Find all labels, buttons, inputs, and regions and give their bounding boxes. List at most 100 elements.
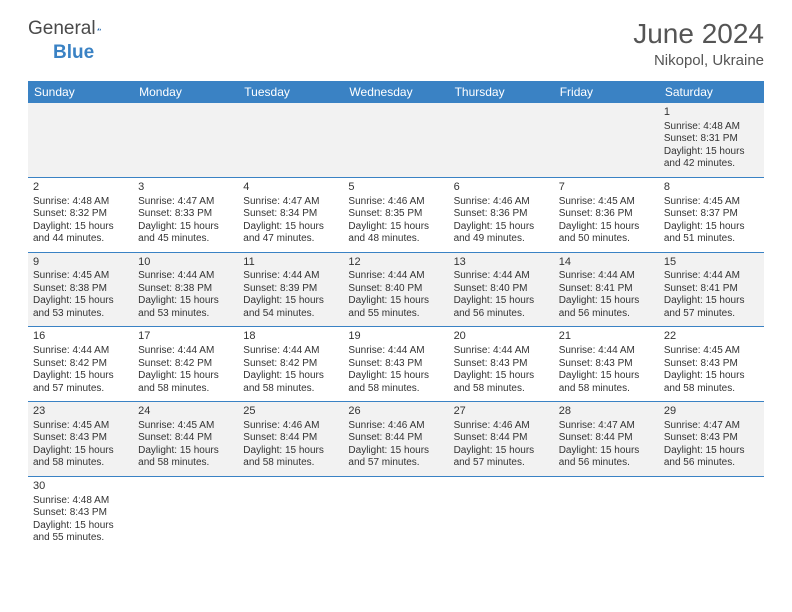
day-cell: 12Sunrise: 4:44 AMSunset: 8:40 PMDayligh…: [343, 252, 448, 327]
day-number: 6: [454, 181, 549, 195]
day-number: 13: [454, 256, 549, 270]
daylight-text: Daylight: 15 hours and 57 minutes.: [33, 370, 114, 394]
daylight-text: Daylight: 15 hours and 58 minutes.: [348, 370, 429, 394]
sunset-text: Sunset: 8:39 PM: [243, 283, 317, 294]
day-cell: [449, 476, 554, 550]
calendar-table: Sunday Monday Tuesday Wednesday Thursday…: [28, 81, 764, 551]
sunset-text: Sunset: 8:41 PM: [664, 283, 738, 294]
sunset-text: Sunset: 8:36 PM: [454, 208, 528, 219]
sunset-text: Sunset: 8:44 PM: [348, 432, 422, 443]
day-cell: 19Sunrise: 4:44 AMSunset: 8:43 PMDayligh…: [343, 327, 448, 402]
sunset-text: Sunset: 8:43 PM: [454, 358, 528, 369]
day-cell: 7Sunrise: 4:45 AMSunset: 8:36 PMDaylight…: [554, 177, 659, 252]
day-number: 20: [454, 330, 549, 344]
sunrise-text: Sunrise: 4:44 AM: [664, 270, 740, 281]
week-row: 16Sunrise: 4:44 AMSunset: 8:42 PMDayligh…: [28, 327, 764, 402]
day-cell: 1Sunrise: 4:48 AMSunset: 8:31 PMDaylight…: [659, 103, 764, 177]
col-fri: Friday: [554, 81, 659, 103]
week-row: 2Sunrise: 4:48 AMSunset: 8:32 PMDaylight…: [28, 177, 764, 252]
day-cell: 24Sunrise: 4:45 AMSunset: 8:44 PMDayligh…: [133, 402, 238, 477]
day-cell: [449, 103, 554, 177]
day-cell: 27Sunrise: 4:46 AMSunset: 8:44 PMDayligh…: [449, 402, 554, 477]
day-cell: 16Sunrise: 4:44 AMSunset: 8:42 PMDayligh…: [28, 327, 133, 402]
col-thu: Thursday: [449, 81, 554, 103]
sunset-text: Sunset: 8:35 PM: [348, 208, 422, 219]
sunset-text: Sunset: 8:38 PM: [33, 283, 107, 294]
daylight-text: Daylight: 15 hours and 57 minutes.: [454, 445, 535, 469]
daylight-text: Daylight: 15 hours and 53 minutes.: [33, 295, 114, 319]
day-number: 29: [664, 405, 759, 419]
daylight-text: Daylight: 15 hours and 55 minutes.: [33, 520, 114, 544]
day-cell: 11Sunrise: 4:44 AMSunset: 8:39 PMDayligh…: [238, 252, 343, 327]
day-number: 26: [348, 405, 443, 419]
day-cell: [133, 476, 238, 550]
sunrise-text: Sunrise: 4:44 AM: [33, 345, 109, 356]
week-row: 1Sunrise: 4:48 AMSunset: 8:31 PMDaylight…: [28, 103, 764, 177]
day-cell: 8Sunrise: 4:45 AMSunset: 8:37 PMDaylight…: [659, 177, 764, 252]
daylight-text: Daylight: 15 hours and 57 minutes.: [348, 445, 429, 469]
sunset-text: Sunset: 8:40 PM: [348, 283, 422, 294]
daylight-text: Daylight: 15 hours and 58 minutes.: [138, 445, 219, 469]
sunrise-text: Sunrise: 4:44 AM: [348, 270, 424, 281]
week-row: 23Sunrise: 4:45 AMSunset: 8:43 PMDayligh…: [28, 402, 764, 477]
daylight-text: Daylight: 15 hours and 58 minutes.: [138, 370, 219, 394]
day-number: 10: [138, 256, 233, 270]
daylight-text: Daylight: 15 hours and 58 minutes.: [243, 370, 324, 394]
sunset-text: Sunset: 8:36 PM: [559, 208, 633, 219]
sunrise-text: Sunrise: 4:44 AM: [348, 345, 424, 356]
daylight-text: Daylight: 15 hours and 50 minutes.: [559, 221, 640, 245]
sunrise-text: Sunrise: 4:48 AM: [33, 196, 109, 207]
sunset-text: Sunset: 8:31 PM: [664, 133, 738, 144]
sunrise-text: Sunrise: 4:46 AM: [348, 420, 424, 431]
day-cell: [343, 103, 448, 177]
day-cell: 10Sunrise: 4:44 AMSunset: 8:38 PMDayligh…: [133, 252, 238, 327]
logo-text-general: General: [28, 18, 96, 40]
day-cell: [238, 103, 343, 177]
sunrise-text: Sunrise: 4:46 AM: [454, 420, 530, 431]
sunset-text: Sunset: 8:44 PM: [243, 432, 317, 443]
day-number: 5: [348, 181, 443, 195]
day-number: 22: [664, 330, 759, 344]
sunset-text: Sunset: 8:43 PM: [664, 432, 738, 443]
day-number: 28: [559, 405, 654, 419]
week-row: 30Sunrise: 4:48 AMSunset: 8:43 PMDayligh…: [28, 476, 764, 550]
sunrise-text: Sunrise: 4:47 AM: [138, 196, 214, 207]
day-cell: 3Sunrise: 4:47 AMSunset: 8:33 PMDaylight…: [133, 177, 238, 252]
sunrise-text: Sunrise: 4:44 AM: [138, 345, 214, 356]
sunset-text: Sunset: 8:43 PM: [33, 432, 107, 443]
col-tue: Tuesday: [238, 81, 343, 103]
sunrise-text: Sunrise: 4:45 AM: [559, 196, 635, 207]
sunrise-text: Sunrise: 4:46 AM: [454, 196, 530, 207]
daylight-text: Daylight: 15 hours and 45 minutes.: [138, 221, 219, 245]
title-block: June 2024 Nikopol, Ukraine: [633, 18, 764, 69]
daylight-text: Daylight: 15 hours and 47 minutes.: [243, 221, 324, 245]
sunrise-text: Sunrise: 4:44 AM: [243, 345, 319, 356]
day-number: 14: [559, 256, 654, 270]
day-number: 9: [33, 256, 128, 270]
day-cell: [238, 476, 343, 550]
sunrise-text: Sunrise: 4:48 AM: [33, 495, 109, 506]
daylight-text: Daylight: 15 hours and 42 minutes.: [664, 146, 745, 170]
sunrise-text: Sunrise: 4:46 AM: [243, 420, 319, 431]
day-number: 18: [243, 330, 338, 344]
day-cell: [28, 103, 133, 177]
sunset-text: Sunset: 8:43 PM: [664, 358, 738, 369]
sunset-text: Sunset: 8:40 PM: [454, 283, 528, 294]
sunrise-text: Sunrise: 4:46 AM: [348, 196, 424, 207]
day-cell: [554, 103, 659, 177]
daylight-text: Daylight: 15 hours and 44 minutes.: [33, 221, 114, 245]
day-number: 11: [243, 256, 338, 270]
sunrise-text: Sunrise: 4:47 AM: [664, 420, 740, 431]
day-cell: [133, 103, 238, 177]
day-cell: 18Sunrise: 4:44 AMSunset: 8:42 PMDayligh…: [238, 327, 343, 402]
day-cell: 28Sunrise: 4:47 AMSunset: 8:44 PMDayligh…: [554, 402, 659, 477]
day-number: 25: [243, 405, 338, 419]
day-cell: 26Sunrise: 4:46 AMSunset: 8:44 PM Dayligh…: [343, 402, 448, 477]
day-number: 4: [243, 181, 338, 195]
day-cell: 13Sunrise: 4:44 AMSunset: 8:40 PMDayligh…: [449, 252, 554, 327]
sunset-text: Sunset: 8:32 PM: [33, 208, 107, 219]
sunset-text: Sunset: 8:44 PM: [559, 432, 633, 443]
day-cell: 4Sunrise: 4:47 AMSunset: 8:34 PMDaylight…: [238, 177, 343, 252]
col-sat: Saturday: [659, 81, 764, 103]
sunset-text: Sunset: 8:42 PM: [138, 358, 212, 369]
